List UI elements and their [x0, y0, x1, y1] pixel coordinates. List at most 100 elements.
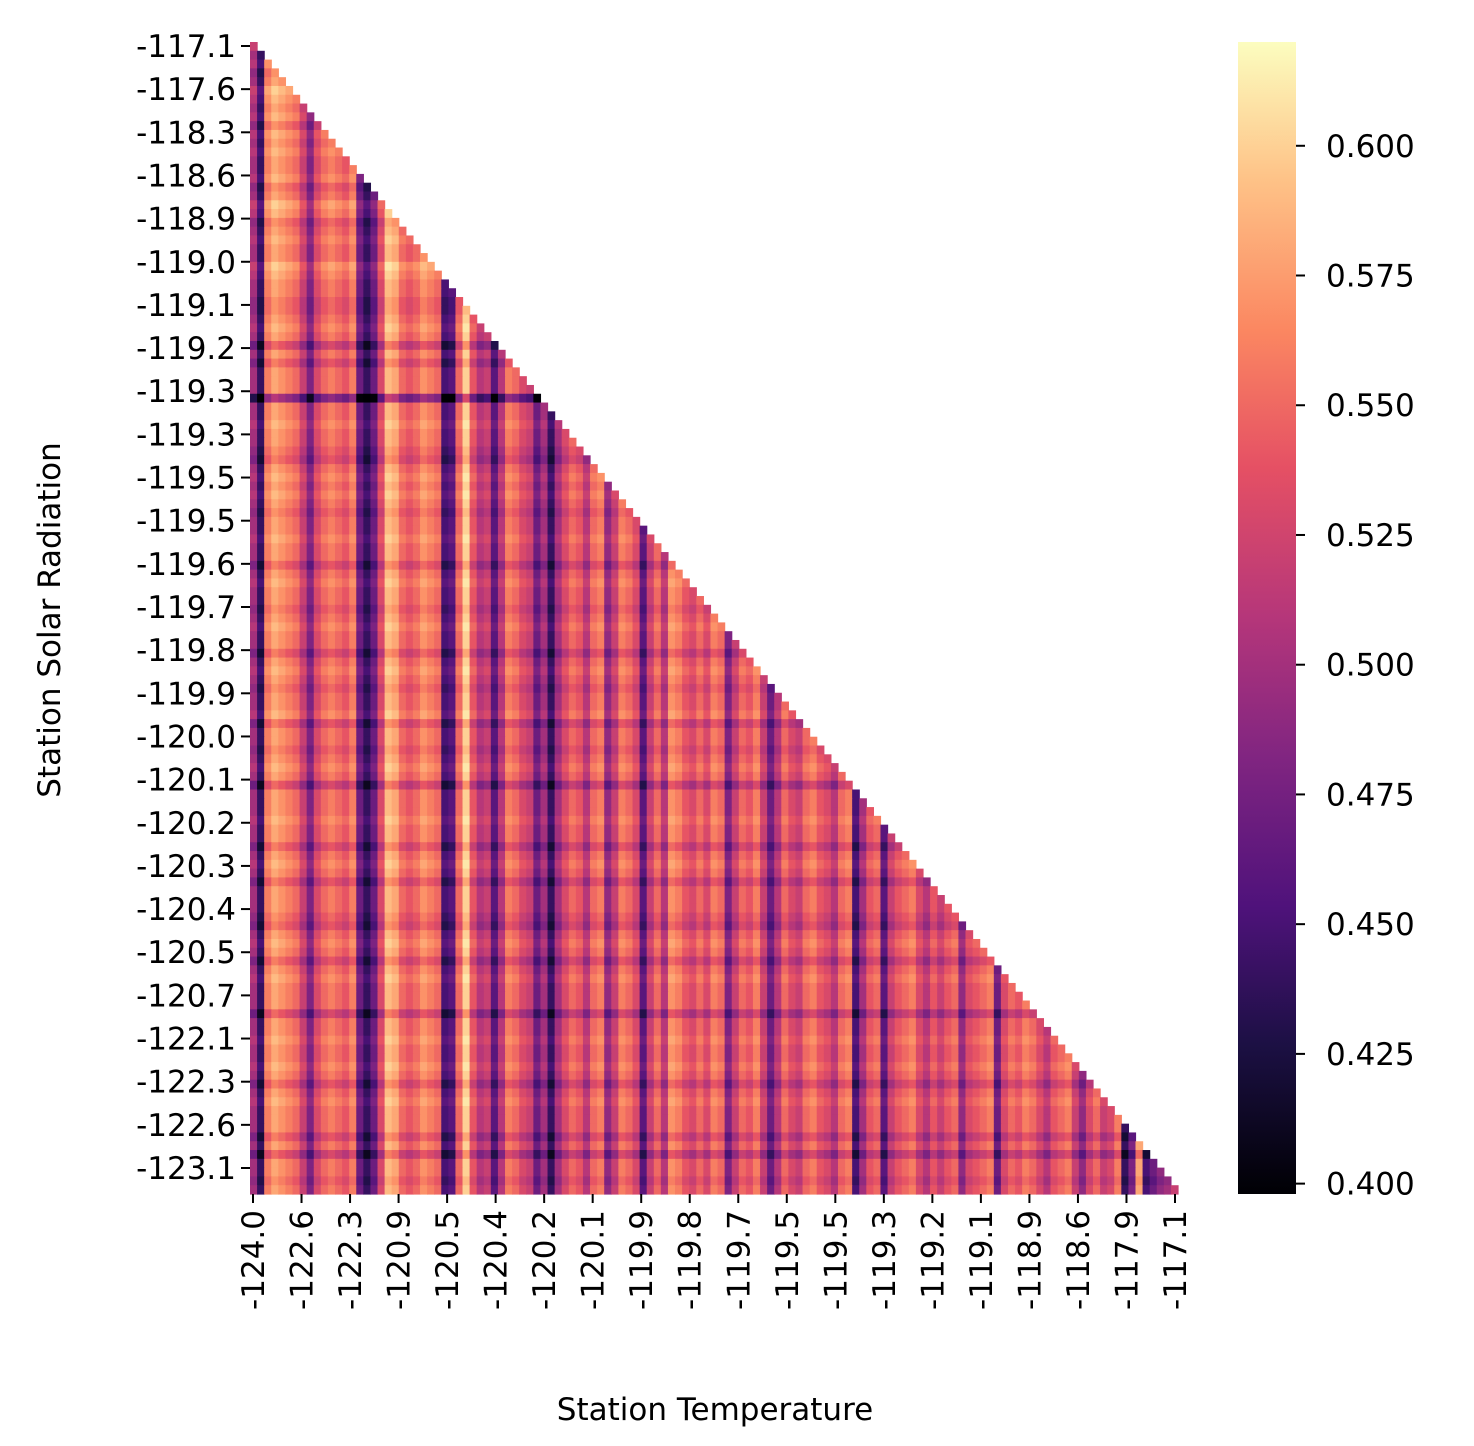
heatmap-cell [363, 789, 372, 799]
heatmap-cell [653, 727, 662, 738]
heatmap-cell [398, 815, 407, 826]
heatmap-cell [575, 481, 584, 492]
heatmap-cell [575, 877, 584, 887]
heatmap-cell [405, 912, 414, 922]
heatmap-cell [342, 323, 350, 333]
heatmap-cell [512, 851, 520, 861]
heatmap-cell [370, 472, 379, 483]
heatmap-cell [292, 727, 301, 738]
heatmap-cell [335, 552, 343, 562]
heatmap-cell [349, 833, 357, 843]
heatmap-cell [788, 736, 797, 747]
heatmap-cell [710, 868, 719, 879]
heatmap-cell [568, 763, 577, 773]
heatmap-cell [660, 859, 669, 870]
heatmap-cell [752, 886, 761, 896]
heatmap-cell [540, 428, 549, 439]
heatmap-cell [306, 121, 315, 131]
heatmap-cell [441, 886, 449, 896]
heatmap-cell [448, 886, 457, 896]
heatmap-cell [561, 789, 570, 799]
heatmap-cell [476, 420, 485, 430]
heatmap-cell [264, 446, 272, 456]
heatmap-cell [313, 393, 322, 404]
heatmap-cell [250, 358, 258, 368]
heatmap-cell [306, 270, 315, 281]
heatmap-cell [462, 815, 471, 826]
heatmap-cell [497, 604, 506, 615]
heatmap-cell [313, 332, 322, 342]
heatmap-cell [349, 217, 357, 228]
heatmap-cell [462, 384, 471, 395]
heatmap-cell [313, 455, 322, 465]
heatmap-cell [533, 604, 542, 615]
heatmap-cell [490, 710, 499, 720]
heatmap-cell [490, 886, 499, 896]
heatmap-cell [582, 710, 591, 720]
heatmap-cell [526, 877, 534, 887]
heatmap-cell [405, 279, 414, 289]
heatmap-cell [356, 692, 364, 703]
heatmap-cell [568, 490, 577, 500]
heatmap-cell [505, 587, 513, 597]
heatmap-cell [306, 112, 315, 122]
heatmap-cell [391, 789, 400, 799]
heatmap-cell [781, 886, 789, 896]
heatmap-cell [646, 807, 655, 817]
heatmap-cell [420, 261, 428, 272]
heatmap-cell [561, 692, 570, 703]
heatmap-cell [667, 886, 676, 896]
heatmap-cell [335, 754, 343, 764]
heatmap-cell [604, 508, 612, 518]
heatmap-cell [745, 763, 754, 773]
heatmap-cell [271, 807, 279, 817]
heatmap-cell [505, 657, 513, 667]
heatmap-cell [313, 516, 322, 527]
heatmap-cell [519, 525, 527, 536]
heatmap-cell [363, 833, 372, 843]
heatmap-cell [760, 789, 768, 799]
heatmap-cell [717, 798, 726, 808]
heatmap-cell [568, 516, 577, 527]
heatmap-cell [483, 877, 492, 887]
heatmap-cell [526, 886, 534, 896]
heatmap-cell [377, 824, 386, 835]
heatmap-cell [320, 683, 329, 694]
heatmap-cell [653, 639, 662, 650]
heatmap-cell [271, 340, 279, 351]
heatmap-cell [724, 824, 733, 835]
heatmap-cell [278, 226, 287, 237]
heatmap-cell [313, 261, 322, 272]
heatmap-cell [590, 859, 598, 870]
heatmap-cell [490, 587, 499, 597]
heatmap-cell [292, 349, 301, 360]
heatmap-cell [568, 736, 577, 747]
heatmap-cell [710, 683, 719, 694]
heatmap-cell [611, 666, 619, 676]
heatmap-cell [349, 701, 357, 711]
heatmap-cell [278, 182, 287, 193]
heatmap-cell [540, 525, 549, 536]
heatmap-cell [476, 736, 485, 747]
heatmap-cell [752, 798, 761, 808]
heatmap-cell [320, 639, 329, 650]
heatmap-cell [490, 446, 499, 456]
heatmap-cell [505, 859, 513, 870]
heatmap-cell [335, 217, 343, 228]
heatmap-cell [412, 376, 421, 386]
heatmap-cell [483, 754, 492, 764]
heatmap-cell [639, 613, 648, 623]
heatmap-cell [646, 833, 655, 843]
heatmap-cell [434, 525, 442, 536]
heatmap-cell [285, 402, 294, 412]
heatmap-cell [377, 367, 386, 377]
heatmap-cell [441, 736, 449, 747]
heatmap-cell [257, 217, 265, 228]
heatmap-cell [660, 604, 669, 615]
heatmap-cell [915, 895, 924, 905]
heatmap-cell [724, 648, 733, 659]
heatmap-cell [618, 675, 627, 685]
heatmap-cell [427, 631, 435, 641]
heatmap-cell [618, 587, 627, 597]
heatmap-cell [327, 877, 336, 887]
